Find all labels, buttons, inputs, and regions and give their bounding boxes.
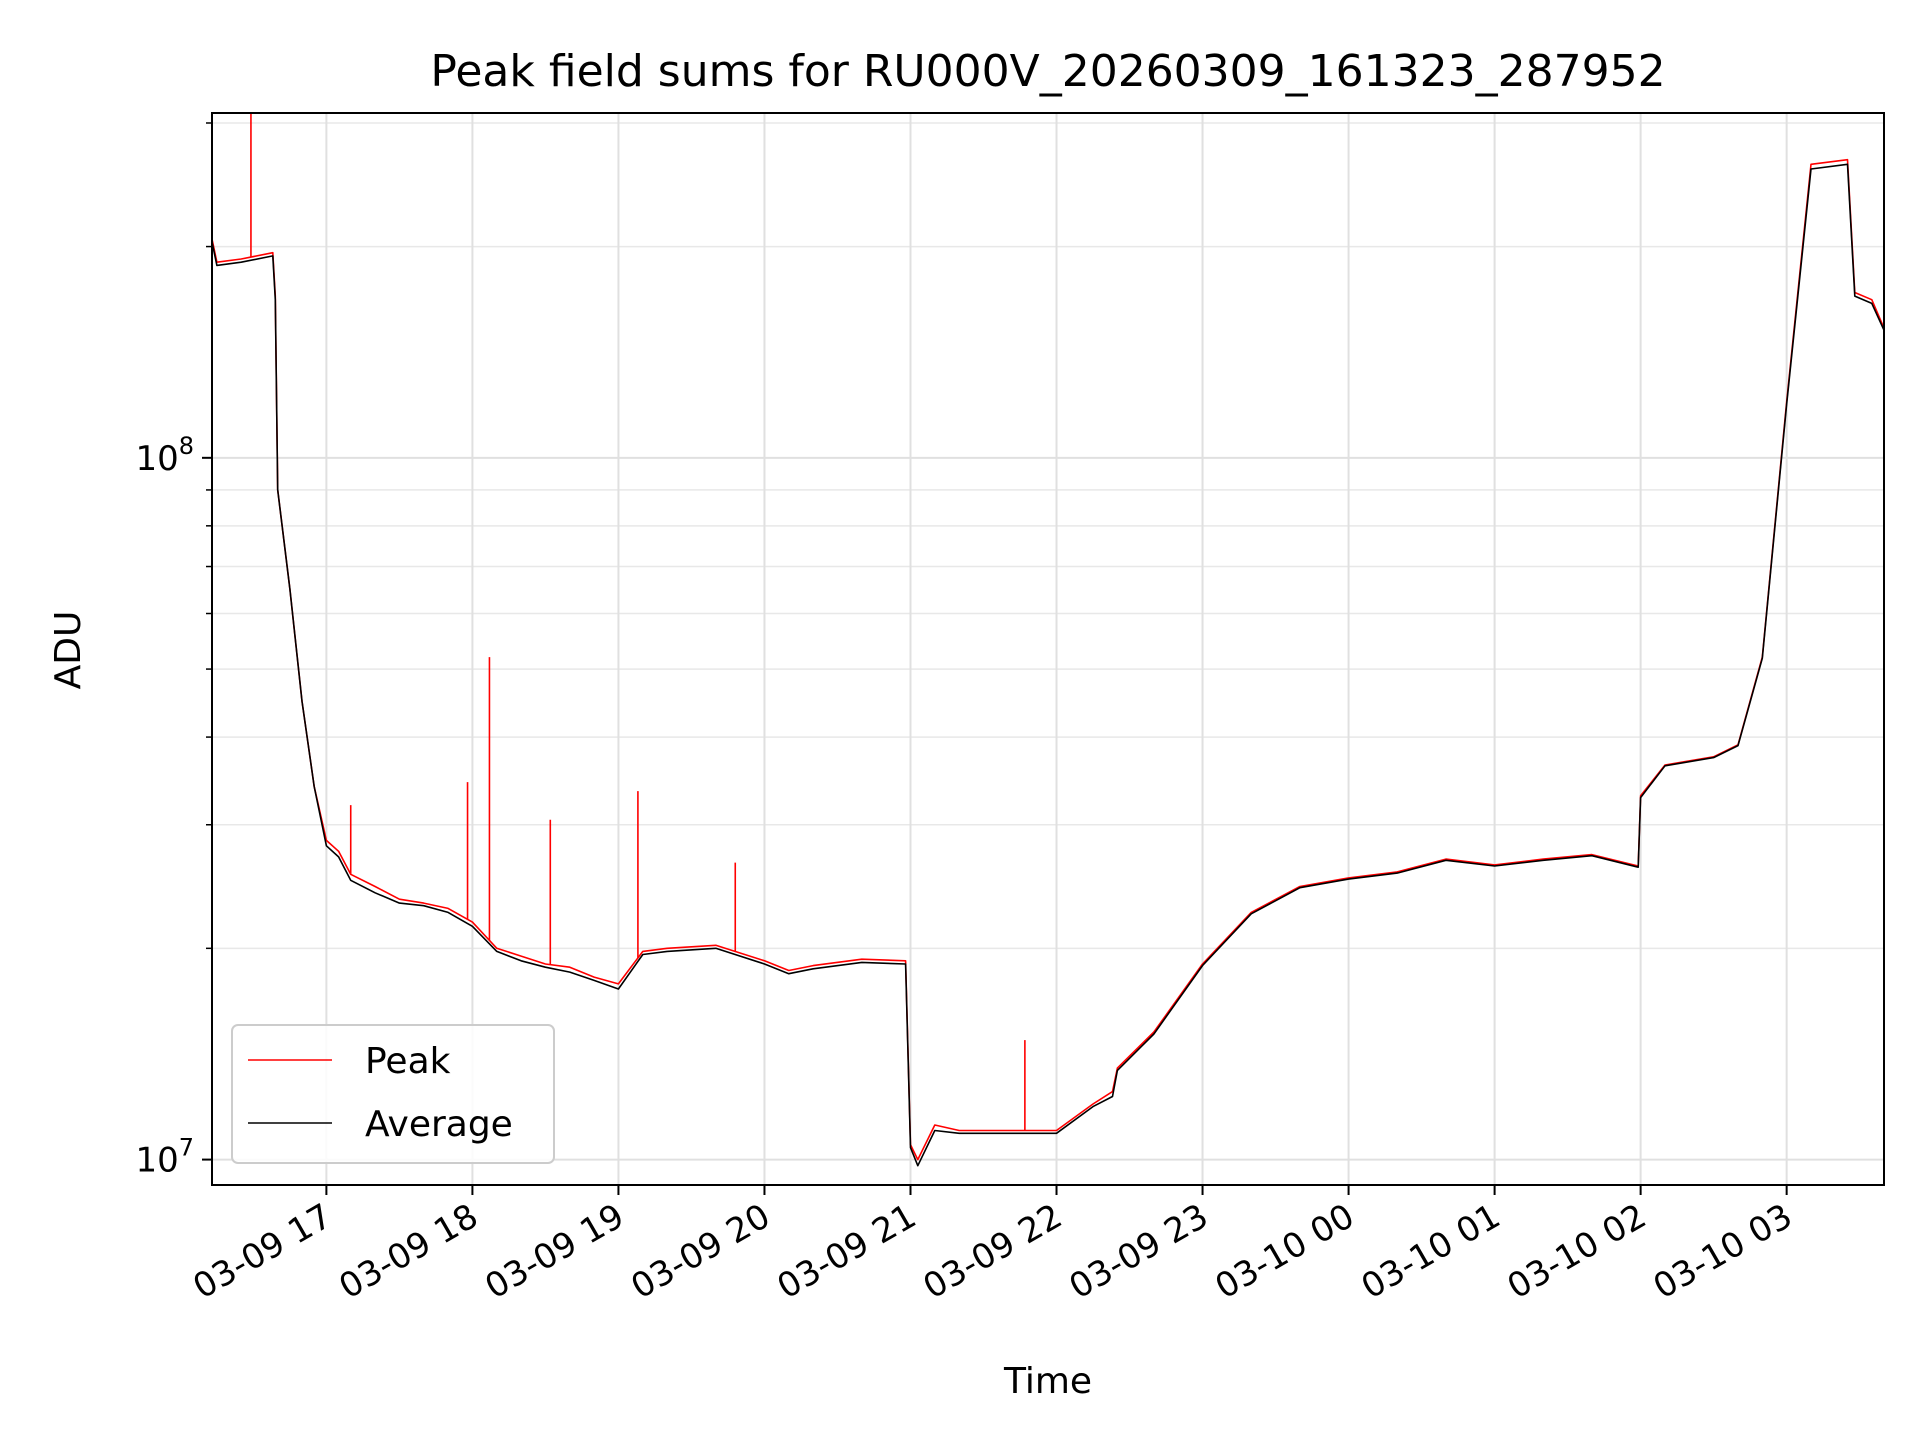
y-axis: 107 108 bbox=[135, 122, 212, 1181]
grid bbox=[212, 113, 1884, 1185]
plot-frame bbox=[211, 112, 1885, 1186]
chart-title: Peak field sums for RU000V_20260309_1613… bbox=[430, 46, 1665, 97]
series-line-average bbox=[212, 163, 1884, 1167]
x-axis-label: Time bbox=[1003, 1361, 1092, 1402]
y-tick-label: 108 bbox=[135, 432, 194, 479]
y-axis-label: ADU bbox=[48, 611, 89, 690]
y-tick-label: 107 bbox=[135, 1134, 194, 1181]
legend-label-average: Average bbox=[365, 1104, 513, 1145]
legend-label-peak: Peak bbox=[365, 1041, 451, 1082]
series-layer bbox=[212, 113, 1884, 1167]
legend: Peak Average bbox=[231, 1024, 555, 1164]
